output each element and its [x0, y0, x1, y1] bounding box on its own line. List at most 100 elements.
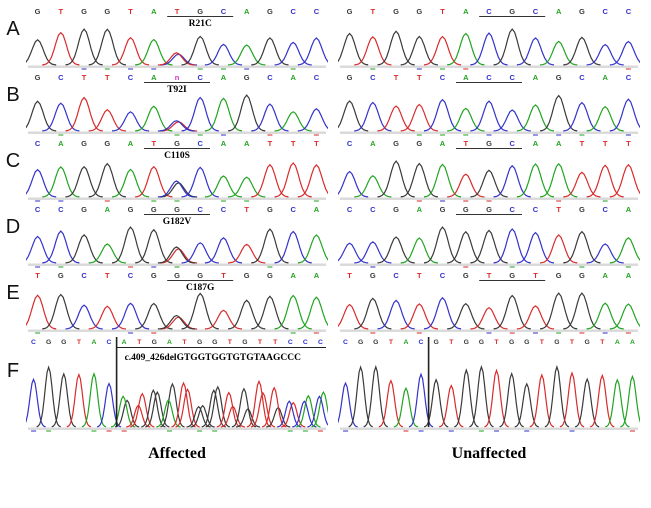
baseline-dash: [416, 332, 422, 334]
baseline-dash: [174, 266, 180, 268]
caption-unaffected: Unaffected: [451, 445, 527, 462]
base-call: C: [440, 73, 446, 82]
base-call: T: [228, 339, 233, 346]
base-call: C: [419, 339, 424, 346]
base-call: A: [463, 7, 469, 16]
base-call: C: [128, 73, 134, 82]
base-call: T: [175, 7, 180, 16]
base-call: C: [602, 205, 608, 214]
baseline-dash: [197, 68, 203, 70]
base-call: T: [556, 205, 561, 214]
baseline-dash: [569, 430, 575, 432]
panel-A: A G T G G T A T G C A G C C R21C G T G G T A C G C A G C C: [0, 5, 651, 71]
baseline-dash: [58, 200, 64, 202]
baseline: [340, 263, 638, 266]
base-call: G: [104, 7, 110, 16]
baseline-dash: [267, 266, 273, 268]
baseline-dash: [106, 430, 112, 432]
baseline-dash: [556, 200, 562, 202]
baseline-dash: [302, 430, 308, 432]
panel-D: D C C G A G G G C C T G C A G182V C C G A G G G C C T G C A: [0, 203, 651, 269]
baseline-dash: [579, 266, 585, 268]
base-call: G: [35, 7, 41, 16]
baseline-dash: [128, 68, 134, 70]
baseline-dash: [174, 200, 180, 202]
baseline-dash: [31, 430, 37, 432]
base-call: A: [370, 139, 376, 148]
base-call: A: [533, 139, 539, 148]
base-call: C: [509, 139, 515, 148]
baseline-dash: [220, 68, 226, 70]
base-call: C: [347, 139, 353, 148]
base-call: G: [267, 271, 273, 280]
baseline-dash: [244, 68, 250, 70]
base-call: A: [290, 271, 296, 280]
baseline-dash: [151, 200, 157, 202]
trace-C-affected: C A G G A T G C A A T T T C110S: [26, 139, 328, 202]
base-call: G: [524, 339, 529, 346]
base-call: A: [314, 205, 320, 214]
base-call: G: [128, 205, 134, 214]
base-call: C: [221, 205, 227, 214]
base-call: A: [615, 339, 620, 346]
base-call: T: [105, 73, 110, 82]
baseline-dash: [602, 200, 608, 202]
base-call: T: [128, 7, 133, 16]
base-call: G: [151, 271, 157, 280]
baseline-dash: [463, 200, 469, 202]
base-call: C: [343, 339, 348, 346]
base-call: G: [393, 7, 399, 16]
base-call: C: [626, 7, 632, 16]
base-call: C: [267, 73, 273, 82]
base-call: T: [626, 139, 631, 148]
base-call: G: [486, 139, 492, 148]
base-call: C: [107, 339, 112, 346]
baseline-dash: [220, 134, 226, 136]
baseline-dash: [416, 134, 422, 136]
base-call: T: [570, 339, 575, 346]
base-call: G: [242, 339, 247, 346]
baseline: [28, 65, 326, 68]
base-call: A: [167, 339, 172, 346]
base-call: C: [533, 7, 539, 16]
peaks: [338, 94, 640, 132]
base-call: C: [370, 205, 376, 214]
base-call: T: [137, 339, 142, 346]
base-call: T: [258, 339, 263, 346]
base-call: C: [197, 73, 203, 82]
base-call: C: [31, 339, 36, 346]
base-call: T: [244, 205, 249, 214]
base-call: A: [151, 7, 157, 16]
base-call: G: [554, 339, 559, 346]
baseline-dash: [121, 430, 127, 432]
base-call: C: [626, 73, 632, 82]
base-call: G: [509, 7, 515, 16]
base-call: C: [314, 73, 320, 82]
baseline-dash: [524, 430, 530, 432]
base-call: A: [404, 339, 409, 346]
panel-label-D: D: [5, 216, 21, 238]
baseline-dash: [509, 266, 515, 268]
baseline-dash: [151, 266, 157, 268]
trace-F-affected: C G G T A C A T G A T G G T G T T C C Cc.409_426delGTGGTGGT…: [26, 337, 328, 432]
baseline-dash: [486, 134, 492, 136]
baseline-dash: [313, 200, 319, 202]
baseline: [340, 329, 638, 332]
panel-label-A: A: [6, 18, 20, 40]
baseline-dash: [212, 430, 218, 432]
base-call: T: [533, 271, 538, 280]
base-call: G: [393, 205, 399, 214]
base-call: A: [122, 339, 127, 346]
